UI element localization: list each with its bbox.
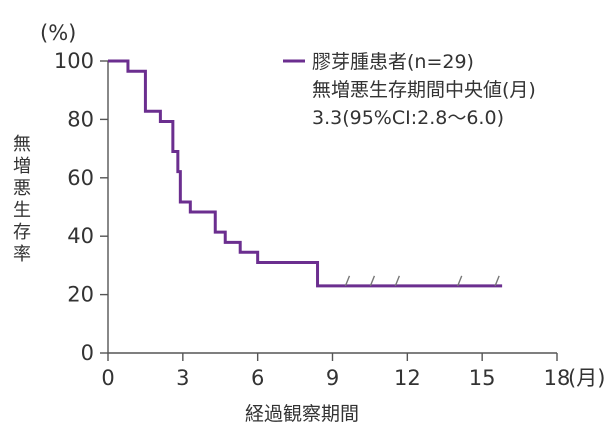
censor-mark xyxy=(369,275,376,287)
y-tick-label: 20 xyxy=(67,283,94,307)
legend-annotation-median-value: 3.3(95%CI:2.8〜6.0) xyxy=(312,107,504,129)
y-axis-title-char: 生 xyxy=(13,200,31,221)
y-axis-title-char: 存 xyxy=(13,222,31,243)
x-unit-label: (月) xyxy=(568,366,605,390)
y-tick-label: 100 xyxy=(54,49,94,73)
y-tick-label: 0 xyxy=(81,341,94,365)
y-tick-label: 40 xyxy=(67,224,94,248)
censor-mark xyxy=(457,275,463,287)
legend-annotation-median-label: 無増悪生存期間中央値(月) xyxy=(312,79,536,101)
x-tick-label: 18 xyxy=(544,366,571,390)
censor-mark xyxy=(394,275,401,287)
x-tick-label: 0 xyxy=(101,366,114,390)
y-axis-title-char: 増 xyxy=(13,156,31,177)
legend-series-name: 膠芽腫患者(n=29) xyxy=(312,51,474,73)
x-tick-label: 15 xyxy=(469,366,496,390)
axis-ticks: 0 20 40 60 80 100 0 3 6 9 12 15 18 xyxy=(54,49,570,390)
censor-mark xyxy=(494,275,500,287)
censor-mark xyxy=(344,275,351,287)
survival-curve xyxy=(108,59,503,288)
censor-marks xyxy=(344,275,500,287)
x-tick-label: 3 xyxy=(176,366,189,390)
x-tick-label: 12 xyxy=(394,366,421,390)
x-tick-label: 6 xyxy=(251,366,264,390)
y-tick-label: 60 xyxy=(67,166,94,190)
y-tick-label: 80 xyxy=(67,107,94,131)
x-tick-label: 9 xyxy=(326,366,339,390)
y-axis-title-char: 率 xyxy=(13,244,31,265)
y-axis-title-char: 無 xyxy=(13,134,31,155)
y-axis-title-char: 悪 xyxy=(13,178,31,199)
axes xyxy=(107,61,557,354)
y-unit-label: (%) xyxy=(40,21,76,45)
x-axis-title: 経過観察期間 xyxy=(245,403,359,425)
